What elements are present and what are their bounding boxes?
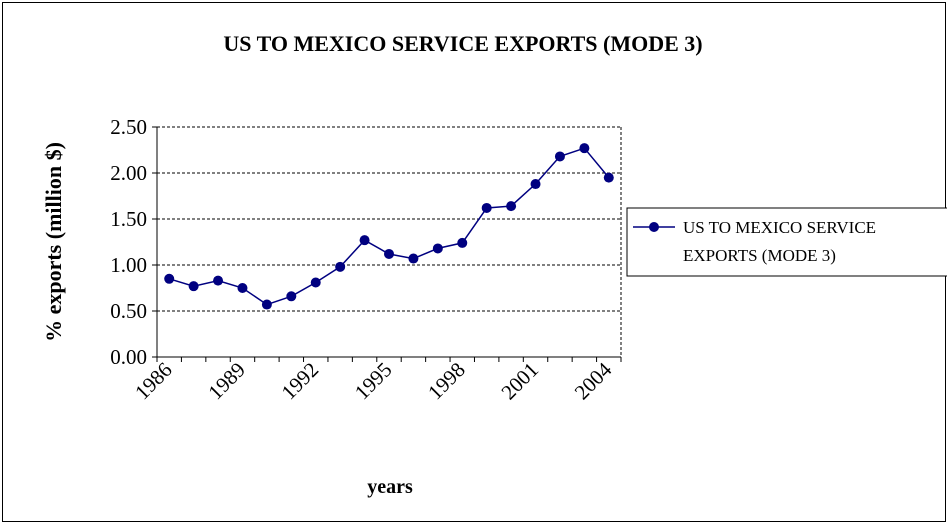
data-point xyxy=(261,299,272,310)
legend-point-marker xyxy=(649,222,659,232)
y-tick-label: 2.50 xyxy=(110,115,147,139)
grid-lines xyxy=(157,126,622,357)
data-point xyxy=(286,291,297,302)
data-point xyxy=(481,202,492,213)
data-point xyxy=(164,273,175,284)
y-tick-label: 1.50 xyxy=(110,207,147,231)
data-point xyxy=(359,235,370,246)
data-point xyxy=(432,243,443,254)
legend-label-line1: US TO MEXICO SERVICE xyxy=(683,218,876,237)
x-axis-label: years xyxy=(367,476,413,498)
x-tick-labels: 1986 1989 1992 1995 1998 2001 2004 xyxy=(130,357,617,404)
legend-label-line2: EXPORTS (MODE 3) xyxy=(683,246,836,265)
chart-title: US TO MEXICO SERVICE EXPORTS (MODE 3) xyxy=(223,31,702,56)
y-tick-label: 0.50 xyxy=(110,299,147,323)
axes xyxy=(152,126,622,362)
y-tick-label: 1.00 xyxy=(110,253,147,277)
legend: US TO MEXICO SERVICE EXPORTS (MODE 3) xyxy=(626,207,947,277)
data-point xyxy=(554,151,565,162)
data-point xyxy=(310,277,321,288)
data-point xyxy=(188,281,199,292)
plot-area xyxy=(157,127,621,357)
data-point xyxy=(579,143,590,154)
data-point xyxy=(384,248,394,259)
x-tick-label: 1989 xyxy=(203,358,250,405)
y-tick-label: 0.00 xyxy=(110,345,147,369)
data-point xyxy=(603,172,614,183)
y-tick-label: 2.00 xyxy=(110,161,147,185)
x-tick-label: 1992 xyxy=(277,358,324,405)
data-point xyxy=(530,179,541,190)
data-point xyxy=(457,237,468,248)
y-axis-label: % exports (million $) xyxy=(41,142,66,342)
data-point xyxy=(213,275,224,286)
x-tick-label: 1998 xyxy=(423,358,470,405)
x-tick-label: 2004 xyxy=(570,357,617,404)
line-chart: US TO MEXICO SERVICE EXPORTS (MODE 3) % … xyxy=(41,31,947,498)
data-point xyxy=(408,253,419,264)
y-tick-labels: 0.00 0.50 1.00 1.50 2.00 2.50 xyxy=(110,115,147,369)
x-tick-label: 2001 xyxy=(496,358,543,405)
data-point xyxy=(506,201,517,212)
data-series xyxy=(164,143,614,310)
legend-box xyxy=(626,207,947,277)
x-tick-label: 1995 xyxy=(350,358,397,405)
data-point xyxy=(335,261,346,272)
data-point xyxy=(237,283,248,293)
